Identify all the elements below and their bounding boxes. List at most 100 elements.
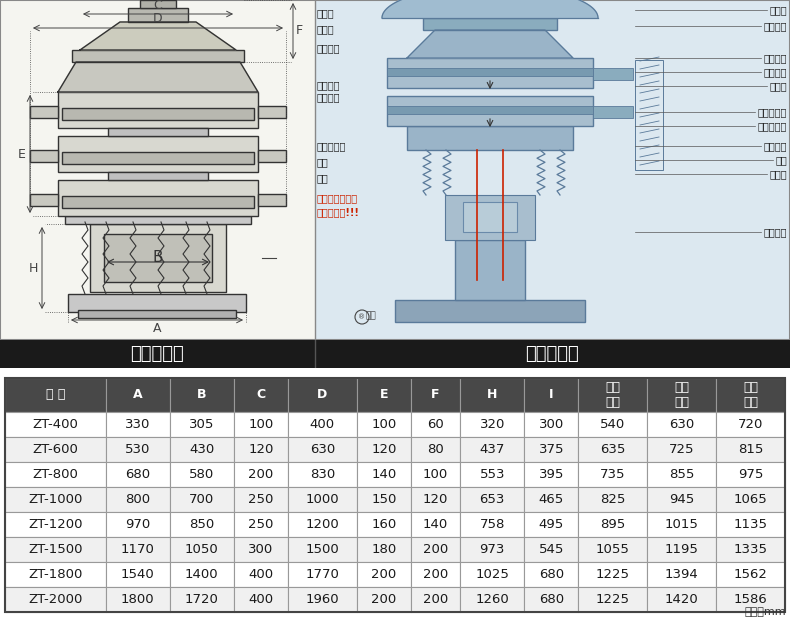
Text: 1050: 1050 (185, 543, 219, 556)
Text: 辅助筛网: 辅助筛网 (763, 21, 787, 31)
Text: 1055: 1055 (596, 543, 630, 556)
Text: 1000: 1000 (306, 493, 339, 506)
Text: 120: 120 (423, 493, 448, 506)
Text: 970: 970 (126, 518, 151, 531)
Bar (357, 412, 411, 437)
Text: 100: 100 (248, 418, 273, 431)
Bar (288, 412, 357, 437)
Text: 200: 200 (371, 568, 397, 581)
Bar (357, 487, 411, 512)
Bar (5, 487, 106, 512)
Bar (0, 0, 315, 340)
Bar (30, 150, 58, 162)
Bar (525, 487, 578, 512)
Text: 筛网法兰: 筛网法兰 (763, 67, 787, 77)
Bar (30, 194, 58, 206)
Text: B: B (152, 251, 164, 265)
Bar (288, 562, 357, 587)
Bar (170, 587, 234, 612)
Bar (525, 462, 578, 487)
Text: 120: 120 (248, 443, 273, 456)
Text: 540: 540 (600, 418, 626, 431)
Bar (234, 487, 288, 512)
Bar (170, 412, 234, 437)
Text: 150: 150 (371, 493, 397, 506)
Bar (455, 240, 525, 300)
Bar (170, 537, 234, 562)
Text: 顶部框架: 顶部框架 (317, 43, 340, 53)
Text: E: E (380, 389, 388, 401)
Text: 1195: 1195 (664, 543, 698, 556)
Polygon shape (382, 0, 598, 18)
Bar (647, 462, 716, 487)
Bar (170, 562, 234, 587)
Bar (357, 378, 411, 412)
Text: 1960: 1960 (306, 593, 339, 606)
Bar (525, 437, 578, 462)
Bar (106, 512, 170, 537)
Bar (288, 537, 357, 562)
Bar (170, 512, 234, 537)
Text: A: A (152, 322, 161, 335)
Text: ®: ® (359, 314, 366, 320)
Bar (106, 412, 170, 437)
Text: 1225: 1225 (596, 593, 630, 606)
Bar (78, 310, 236, 318)
Bar (234, 537, 288, 562)
Text: 400: 400 (248, 593, 273, 606)
Text: 中部框架: 中部框架 (317, 80, 340, 90)
Text: 200: 200 (371, 593, 397, 606)
Text: 855: 855 (669, 468, 694, 481)
Text: 120: 120 (371, 443, 397, 456)
Bar (647, 412, 716, 437)
Bar (65, 216, 251, 224)
Text: 945: 945 (669, 493, 694, 506)
Bar (525, 412, 578, 437)
Bar (234, 412, 288, 437)
Bar (234, 378, 288, 412)
Bar (411, 412, 461, 437)
Text: 140: 140 (423, 518, 448, 531)
Text: 635: 635 (600, 443, 626, 456)
Text: 试机时去掉!!!: 试机时去掉!!! (317, 207, 360, 217)
Bar (5, 587, 106, 612)
Text: 1025: 1025 (476, 568, 509, 581)
Text: 545: 545 (539, 543, 564, 556)
Text: 100: 100 (371, 418, 397, 431)
Bar (90, 224, 226, 292)
Text: 1260: 1260 (476, 593, 509, 606)
Text: 1335: 1335 (734, 543, 768, 556)
Bar (407, 126, 573, 150)
Text: 725: 725 (669, 443, 694, 456)
Text: C: C (256, 389, 265, 401)
Text: 160: 160 (371, 518, 397, 531)
Bar (578, 587, 647, 612)
Text: 700: 700 (190, 493, 214, 506)
Bar (357, 587, 411, 612)
Bar (106, 537, 170, 562)
Bar (593, 106, 633, 118)
Bar (423, 18, 557, 30)
Bar (387, 58, 593, 88)
Bar (461, 512, 525, 537)
Text: 140: 140 (371, 468, 397, 481)
Text: 400: 400 (248, 568, 273, 581)
Text: 1420: 1420 (664, 593, 698, 606)
Bar (234, 587, 288, 612)
Text: 压紧环: 压紧环 (317, 24, 335, 34)
Bar (170, 437, 234, 462)
Text: 300: 300 (248, 543, 273, 556)
Text: 825: 825 (600, 493, 626, 506)
Bar (578, 562, 647, 587)
Text: H: H (28, 261, 38, 275)
Bar (234, 512, 288, 537)
Bar (288, 462, 357, 487)
Bar (716, 412, 785, 437)
Bar (578, 487, 647, 512)
Text: 430: 430 (190, 443, 214, 456)
Text: 758: 758 (480, 518, 505, 531)
Text: H: H (487, 389, 498, 401)
Bar (716, 537, 785, 562)
Text: 200: 200 (423, 593, 448, 606)
Bar (128, 8, 188, 22)
